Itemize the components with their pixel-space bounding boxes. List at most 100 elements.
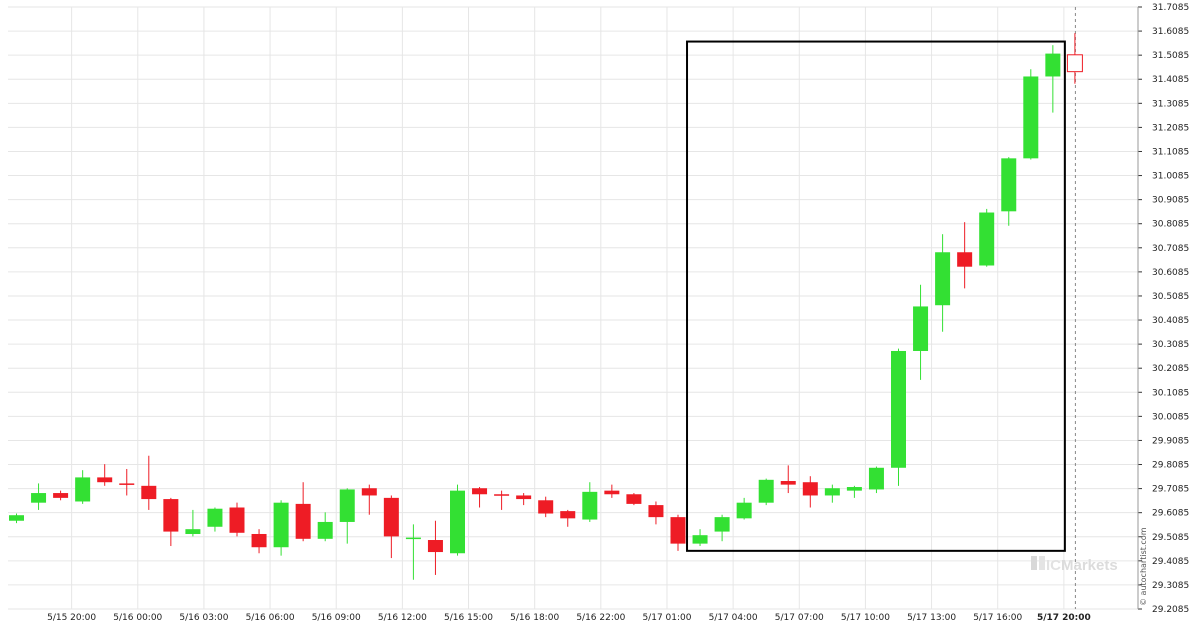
candle (317, 512, 333, 542)
candle-body (1045, 53, 1061, 77)
candle (780, 465, 796, 494)
x-tick-label: 5/16 00:00 (113, 613, 162, 623)
x-tick-label: 5/17 01:00 (642, 613, 691, 623)
x-tick-label: 5/16 09:00 (312, 613, 361, 623)
x-tick-label: 5/17 20:00 (1037, 613, 1091, 623)
candle (979, 208, 995, 267)
candle-body (780, 481, 796, 485)
candle (427, 520, 443, 575)
candle (913, 284, 929, 380)
y-tick-label: 29.3085 (1152, 581, 1189, 591)
candle (1045, 45, 1061, 113)
y-tick-label: 30.9085 (1152, 196, 1189, 206)
x-tick-label: 5/17 10:00 (841, 613, 890, 623)
svg-text:ICMarkets: ICMarkets (1046, 557, 1118, 574)
brand-ic: IC (1046, 557, 1061, 574)
candle (31, 483, 47, 510)
candle-body (31, 493, 47, 503)
candle (229, 502, 245, 537)
candle-body (1066, 54, 1083, 73)
candle (185, 509, 201, 537)
y-tick-label: 30.3085 (1152, 340, 1189, 350)
candle (802, 476, 818, 508)
candle (846, 485, 862, 498)
candle (75, 470, 91, 504)
y-tick-label: 29.4085 (1152, 557, 1189, 567)
candle (405, 524, 421, 580)
candle (383, 495, 399, 559)
y-tick-label: 30.0085 (1152, 412, 1189, 422)
candle-body (714, 517, 730, 532)
candle-body (383, 497, 399, 537)
candle-body (758, 479, 774, 503)
candle (648, 501, 664, 525)
candle (251, 529, 267, 554)
y-tick-label: 29.9085 (1152, 436, 1189, 446)
candle (824, 484, 840, 503)
candle (494, 490, 510, 510)
candle (273, 500, 289, 556)
candle-body (957, 252, 973, 267)
candle-body (405, 537, 421, 540)
candle (670, 514, 686, 551)
candle-body (582, 491, 598, 520)
y-tick-label: 29.5085 (1152, 533, 1189, 543)
candle-body (604, 490, 620, 495)
candle-body (935, 252, 951, 306)
x-tick-label: 5/17 13:00 (907, 613, 956, 623)
candle (53, 490, 69, 501)
y-tick-label: 30.7085 (1152, 244, 1189, 254)
candle (450, 484, 465, 556)
candle-body (670, 517, 686, 544)
pattern-box-layer (686, 40, 1066, 552)
candle (97, 464, 113, 486)
brand-logo-mark (1039, 556, 1045, 570)
y-tick-label: 29.6085 (1152, 509, 1189, 519)
candle (891, 348, 906, 486)
candle-body (339, 489, 355, 522)
candle-body (141, 485, 157, 500)
candle-body (229, 507, 245, 533)
candle-body (75, 477, 91, 502)
brand-logo: ICMarkets (1031, 556, 1118, 574)
candle (361, 484, 377, 515)
candle-body (9, 515, 24, 521)
candle-body (626, 494, 642, 504)
candle (1023, 69, 1039, 160)
candle-body (185, 529, 201, 534)
candle-body (868, 467, 884, 490)
candle-body (692, 535, 708, 544)
candle-body (802, 482, 818, 496)
candle (692, 529, 708, 547)
y-tick-label: 30.4085 (1152, 316, 1189, 326)
y-tick-label: 30.1085 (1152, 388, 1189, 398)
candle (604, 484, 620, 498)
candle-body (207, 508, 223, 527)
x-tick-label: 5/15 20:00 (47, 613, 96, 623)
candle (163, 497, 179, 547)
candle-body (560, 511, 576, 519)
candle (736, 497, 752, 520)
candle-body (736, 502, 752, 519)
x-tick-label: 5/17 07:00 (775, 613, 824, 623)
x-tick-label: 5/16 18:00 (510, 613, 559, 623)
candle-body (979, 212, 995, 266)
y-tick-label: 29.7085 (1152, 485, 1189, 495)
candle-body (1001, 158, 1017, 212)
x-tick-label: 5/16 03:00 (179, 613, 228, 623)
candle (714, 514, 730, 542)
candle-body (538, 500, 554, 514)
x-tick-label: 5/16 22:00 (576, 613, 625, 623)
candle (560, 509, 576, 527)
x-axis: 5/15 20:00 5/16 00:00 5/16 03:00 5/16 06:00… (47, 613, 1091, 623)
candle (957, 222, 973, 289)
candle (935, 234, 951, 332)
candle-body (494, 494, 510, 496)
y-tick-label: 31.2085 (1152, 123, 1189, 133)
candle (141, 455, 157, 510)
y-tick-label: 31.5085 (1152, 51, 1189, 61)
x-tick-label: 5/16 15:00 (444, 613, 493, 623)
y-tick-label: 31.7085 (1152, 3, 1189, 13)
